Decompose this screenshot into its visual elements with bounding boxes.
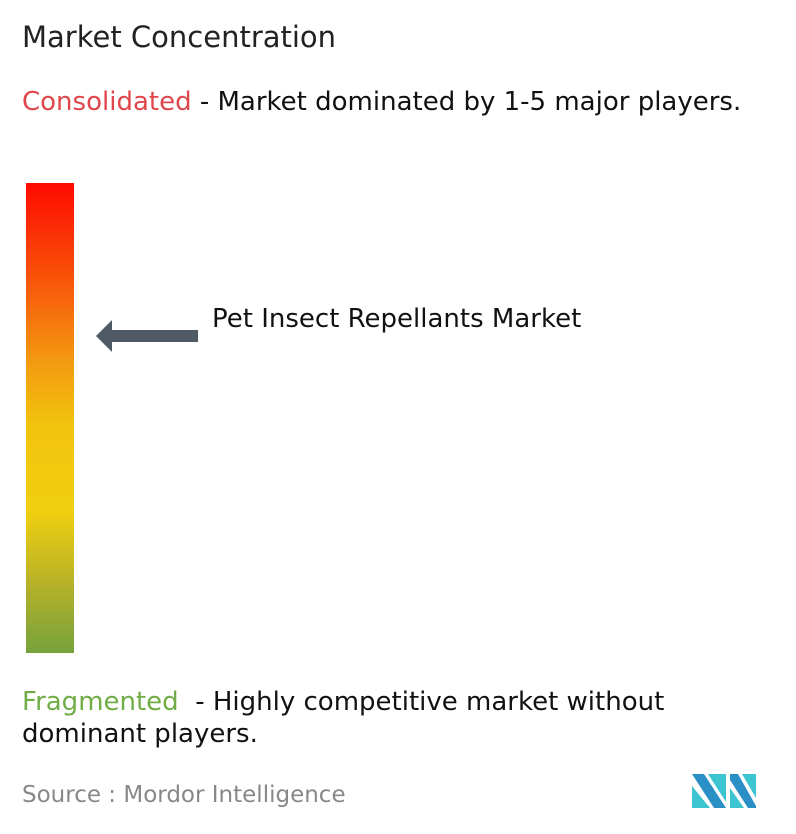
consolidated-label: Consolidated (22, 87, 192, 117)
arrow-left-icon (96, 320, 198, 352)
mordor-intelligence-logo (692, 774, 756, 808)
consolidated-description: - Market dominated by 1-5 major players. (191, 87, 742, 117)
fragmented-description: - Highly competitive market without domi… (22, 687, 673, 749)
market-label: Pet Insect Repellants Market (212, 304, 582, 334)
source-text: Source : Mordor Intelligence (22, 782, 346, 808)
title: Market Concentration (22, 20, 337, 54)
concentration-gradient-bar (26, 183, 74, 653)
fragmented-legend: Fragmented - Highly competitive market w… (22, 686, 792, 750)
fragmented-label: Fragmented (22, 687, 179, 717)
consolidated-legend: Consolidated - Market dominated by 1-5 m… (22, 86, 792, 118)
